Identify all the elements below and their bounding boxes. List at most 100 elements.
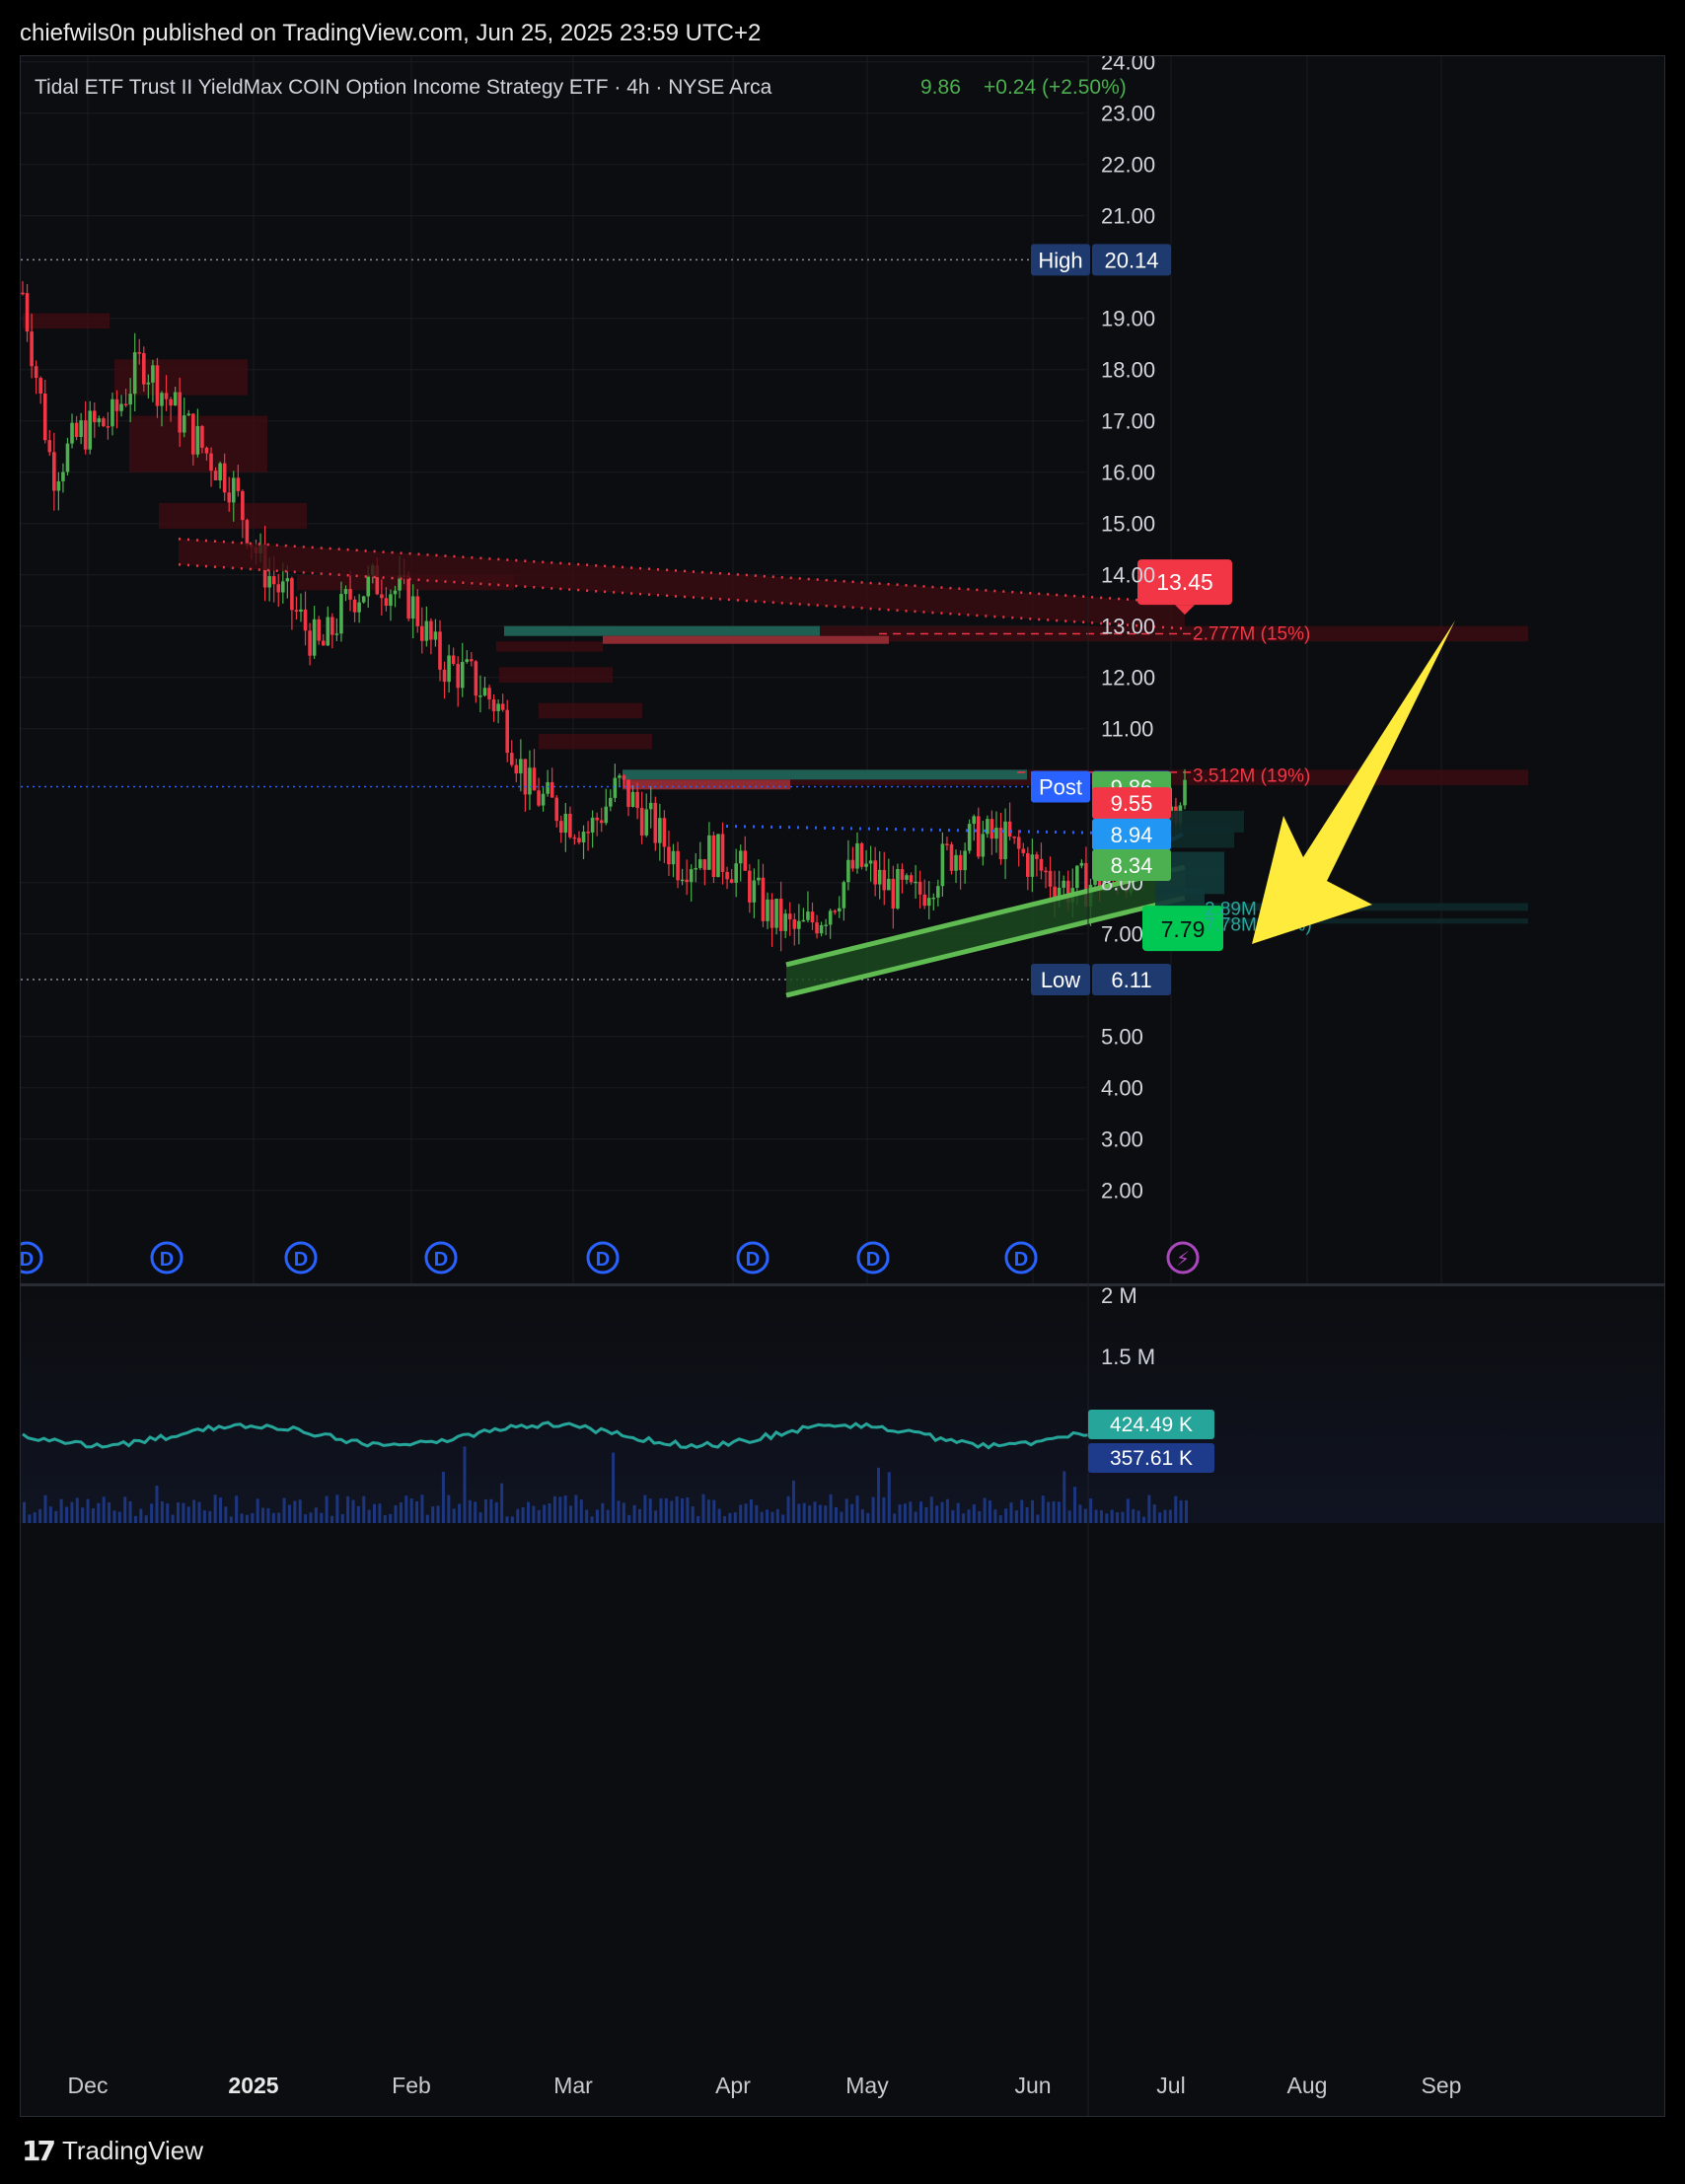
candle-body [738, 850, 743, 864]
earnings-marker: ⚡ [1166, 1241, 1200, 1274]
volume-bar [903, 1503, 907, 1523]
volume-bar [362, 1495, 366, 1523]
candle-body [1053, 886, 1057, 900]
candle-body [998, 828, 1003, 860]
time-tick: Aug [1287, 2073, 1328, 2098]
dividend-letter: D [866, 1249, 880, 1271]
candle-body [74, 422, 79, 437]
price-axis[interactable]: 25.0024.0023.0022.0021.0019.0018.0017.00… [1087, 56, 1155, 2116]
dividend-marker: D [424, 1241, 458, 1274]
volume-bar [664, 1497, 668, 1523]
volume-bar [617, 1500, 621, 1523]
candle-body [926, 898, 931, 907]
candle-body [330, 617, 334, 635]
pane-divider[interactable] [21, 1283, 1664, 1286]
candle-body [137, 352, 142, 354]
volume-bar [802, 1502, 806, 1523]
candle-body [132, 352, 137, 395]
candle-body [97, 418, 102, 423]
dividend-circle [1004, 1241, 1038, 1274]
candle-body [778, 899, 783, 931]
candle-body [276, 584, 281, 593]
candle-body [618, 775, 622, 778]
volume-bar [38, 1508, 42, 1523]
price-tick: 4.00 [1101, 1076, 1143, 1101]
time-tick: Apr [715, 2073, 751, 2098]
candle-body [209, 453, 213, 472]
volume-bar [494, 1501, 498, 1523]
candle-body [626, 779, 630, 807]
volume-bar [489, 1498, 493, 1523]
volume-bar [834, 1506, 838, 1523]
candle-body [815, 922, 819, 934]
candle-body [931, 897, 936, 900]
candle-body [317, 619, 321, 641]
time-tick: Feb [392, 2073, 431, 2098]
candle-body [519, 759, 523, 774]
time-tick: 2025 [228, 2073, 278, 2098]
volume-bar [590, 1516, 594, 1523]
candle-body [855, 842, 859, 869]
candle-body [528, 767, 532, 795]
candle-body [231, 477, 236, 503]
volume-bar [527, 1501, 531, 1523]
dividend-circle [856, 1241, 890, 1274]
price-tick: 14.00 [1101, 563, 1155, 588]
volume-bar [48, 1506, 52, 1523]
volume-bar [983, 1497, 987, 1523]
volume-ma-label: 357.61 K [1088, 1443, 1214, 1473]
candle-body [1035, 854, 1039, 859]
candle-body [748, 870, 752, 903]
candle-body [321, 640, 326, 646]
volume-bar [532, 1505, 536, 1523]
volume-bar [1121, 1511, 1125, 1523]
candle-body [917, 881, 922, 895]
candle-body [1030, 854, 1035, 877]
volume-bar [797, 1503, 801, 1523]
volume-bar [1185, 1499, 1188, 1523]
volume-bar [860, 1509, 864, 1523]
volume-bar [696, 1515, 700, 1523]
candle-body [1012, 837, 1016, 838]
candle-body [797, 920, 801, 929]
time-tick: Mar [553, 2073, 593, 2098]
candle-body [70, 422, 74, 444]
candle-body [186, 413, 191, 416]
demand-zone-mid [623, 769, 1027, 780]
volume-bar [935, 1505, 939, 1523]
zone-volume-text: 2.777M (15%) [1193, 623, 1310, 644]
candle-body [195, 425, 200, 455]
chart-pane[interactable]: 13.45 7.79 2.777M (15%) 3.512M (19%) 2.89M (… [20, 55, 1665, 2117]
volume-bar [1083, 1508, 1087, 1523]
tradingview-brand-text: TradingView [61, 2135, 204, 2165]
publish-attribution: chiefwils0n published on TradingView.com… [20, 20, 762, 46]
candle-body [21, 292, 25, 295]
tradingview-logo[interactable]: 17 TradingView [22, 2131, 203, 2170]
candle-body [877, 869, 882, 885]
candle-body [222, 463, 227, 493]
volume-ma-label-value: 357.61 K [1110, 1447, 1193, 1470]
price-chart[interactable]: 13.457.792.777M (15%)3.512M (19%)2.89M (… [21, 56, 1664, 2116]
legend-change: +0.24 (+2.50%) [984, 76, 1127, 99]
support-label-text: 7.79 [1161, 916, 1206, 942]
volume-bar [75, 1497, 79, 1523]
time-axis[interactable]: Dec 2025 Feb Mar Apr May Jun Jul Aug Sep [68, 2073, 1462, 2098]
volume-bar [691, 1506, 695, 1523]
volume-bar [144, 1515, 148, 1523]
price-label: 9.55 [1092, 787, 1171, 820]
volume-bar [314, 1507, 318, 1523]
volume-bar [123, 1496, 127, 1523]
price-label: Low 6.11 [1031, 963, 1171, 995]
candle-body [312, 619, 317, 656]
volume-bar [712, 1499, 716, 1523]
candle-body [766, 899, 769, 921]
target-label-box [1137, 559, 1232, 606]
volume-bar [128, 1500, 132, 1523]
candle-body [83, 420, 88, 450]
volume-bar [972, 1504, 976, 1523]
candle-body [119, 403, 123, 411]
volume-bar [648, 1498, 652, 1523]
volume-bar [744, 1503, 748, 1523]
candle-body [25, 293, 30, 332]
candle-body [837, 908, 842, 911]
